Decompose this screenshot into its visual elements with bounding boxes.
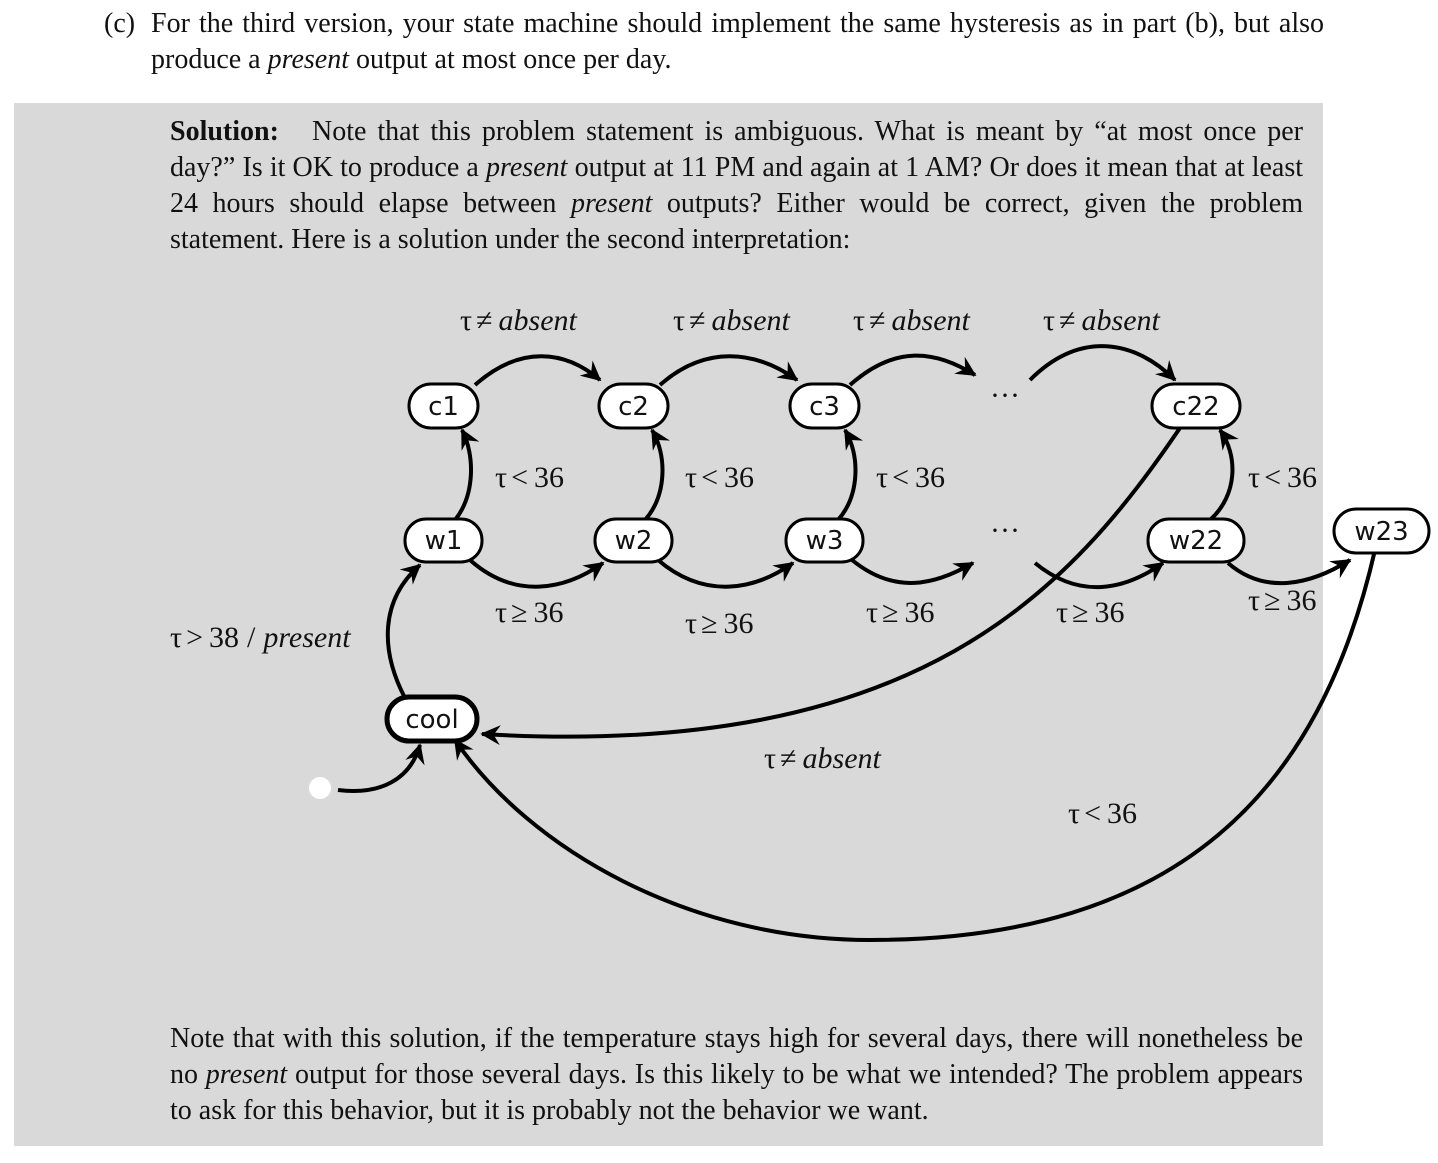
state-label: c3: [809, 392, 840, 422]
label-w23-cool: τ <36: [1068, 797, 1137, 830]
state-label: w23: [1354, 517, 1408, 547]
note-emphasis: present: [205, 1059, 288, 1090]
initial-state-dot: [309, 777, 331, 799]
label-w3-c3: τ <36: [876, 461, 945, 494]
state-label: w22: [1169, 526, 1223, 556]
state-w22: w22: [1146, 517, 1246, 564]
state-c1: c1: [407, 382, 480, 430]
state-label: w1: [425, 526, 463, 556]
solution-text-part: outputs? Either would be correct, given …: [170, 188, 1303, 255]
solution-text-part: Note that this problem statement is ambi…: [170, 116, 1304, 183]
solution-text-part: output at 11 PM and again at 1 AM? Or do…: [170, 152, 1304, 219]
edge-initial-cool: [337, 743, 425, 793]
label-dots-w22: τ ≥36: [1056, 596, 1125, 629]
edge-w1-c1: [453, 428, 480, 522]
label-dots-c22: τ ≠ absent: [1043, 304, 1161, 337]
ellipsis-bottom: ···: [990, 514, 1020, 547]
solution-emphasis: present: [486, 152, 568, 183]
problem-label: (c): [104, 8, 136, 39]
ellipsis-top: ···: [990, 379, 1020, 412]
label-w2-c2: τ <36: [685, 461, 754, 494]
state-label: w3: [806, 526, 844, 556]
state-c22: c22: [1150, 382, 1242, 430]
state-c2: c2: [597, 382, 670, 430]
problem-text-part: For the third version, your state machin…: [151, 8, 1324, 75]
state-w1: w1: [403, 517, 484, 564]
edge-w1-w2: [468, 558, 605, 589]
state-w3: w3: [784, 517, 865, 564]
note-paragraph: Note that with this solution, if the tem…: [170, 1021, 1303, 1129]
solution-box: [14, 103, 1323, 1146]
label-c22-cool: τ ≠ absent: [764, 742, 882, 775]
label-w1-w2: τ ≥36: [495, 596, 564, 629]
edge-w22-w23: [1226, 558, 1352, 586]
problem-text-part: output at most once per day.: [349, 44, 672, 75]
state-label: cool: [405, 705, 458, 735]
problem-statement: (c) For the third version, your state ma…: [104, 6, 1324, 78]
state-cool: cool: [384, 694, 480, 744]
label-cool-w1: τ >38/present: [170, 621, 351, 654]
label-w2-w3: τ ≥36: [685, 607, 754, 640]
problem-text-emphasis: present: [267, 44, 349, 75]
label-c1-c2: τ ≠ absent: [460, 304, 578, 337]
solution-emphasis: present: [570, 188, 653, 219]
edge-c1-c2: [473, 354, 602, 387]
label-w22-c22: τ <36: [1248, 461, 1317, 494]
solution-paragraph: Solution: Note that this problem stateme…: [170, 114, 1303, 258]
edge-w2-w3: [656, 558, 795, 589]
label-w3-dots: τ ≥36: [866, 596, 935, 629]
edge-c22-cool: [480, 423, 1184, 746]
note-text-part: output for those several days. Is this l…: [170, 1059, 1303, 1126]
edge-w3-dots: [850, 558, 975, 585]
state-label: c22: [1172, 392, 1219, 422]
edge-c3-dots: [848, 353, 977, 387]
edge-w22-c22: [1208, 428, 1239, 522]
note-text-part: Note that with this solution, if the tem…: [170, 1023, 1303, 1090]
label-w22-w23: τ ≥36: [1248, 584, 1317, 617]
state-label: c1: [428, 392, 459, 422]
label-c3-dots: τ ≠ absent: [853, 304, 971, 337]
state-w2: w2: [593, 517, 674, 564]
edge-cool-w1: [385, 563, 422, 699]
state-label: c2: [618, 392, 649, 422]
edge-w23-cool: [453, 549, 1377, 943]
state-w23: w23: [1332, 507, 1431, 555]
edge-dots-w22: [1033, 561, 1165, 590]
problem-text: For the third version, your state machin…: [151, 6, 1324, 78]
edge-w2-c2: [643, 428, 670, 522]
edge-dots-c22: [1028, 344, 1177, 382]
state-c3: c3: [788, 382, 861, 430]
label-w1-c1: τ <36: [495, 461, 564, 494]
label-c2-c3: τ ≠ absent: [673, 304, 791, 337]
edge-w3-c3: [836, 428, 863, 522]
state-label: w2: [615, 526, 653, 556]
solution-heading: Solution:: [170, 116, 279, 147]
edge-c2-c3: [658, 354, 799, 387]
